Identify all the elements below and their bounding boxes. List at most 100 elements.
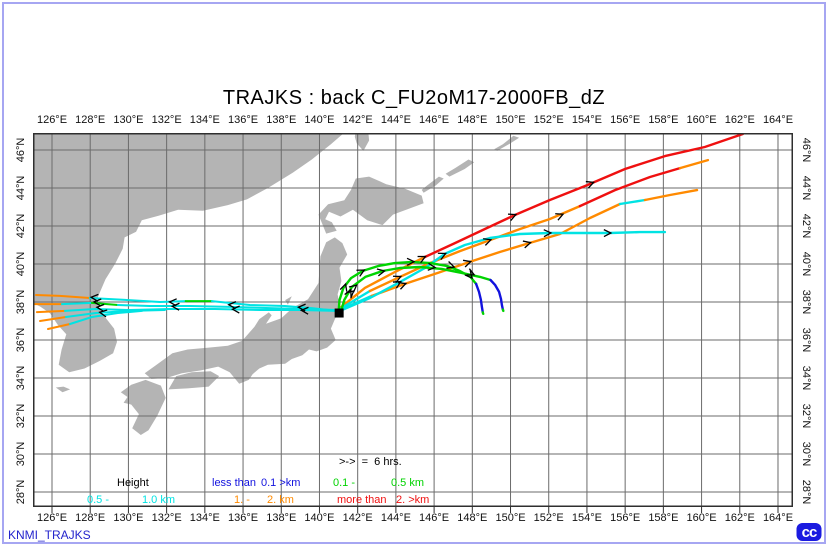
trajectory-segment-northeast-3-orange	[643, 188, 699, 202]
legend-entry: 2. >km	[396, 494, 430, 506]
six-hour-arrow	[437, 252, 448, 261]
lat-label-right: 28°N	[800, 479, 812, 505]
trajectory-segment-northeast-3-cyan	[618, 198, 647, 206]
six-hour-arrow	[427, 262, 437, 271]
lat-label-left: 28°N	[15, 479, 27, 505]
six-hour-arrow	[92, 298, 102, 307]
lon-label-bottom: 150°E	[495, 512, 526, 524]
trajectory-segment-northeast-2-orange	[368, 204, 582, 293]
trajectory-segment-west-3-orange	[35, 309, 66, 314]
six-hour-arrow	[348, 284, 358, 293]
six-hour-arrow	[507, 213, 518, 221]
trajectory-segment-southeast-1-green	[337, 260, 478, 314]
six-hour-arrow	[555, 213, 565, 221]
lat-label-left: 30°N	[15, 441, 27, 467]
six-hour-arrow	[462, 259, 473, 268]
trajectory-segment-northeast-2-orange	[678, 158, 710, 170]
trajectory-segment-west-4-orange	[39, 316, 67, 322]
lon-label-top: 130°E	[113, 114, 144, 126]
lat-label-right: 44°N	[800, 175, 812, 201]
six-hour-arrow	[483, 238, 493, 246]
lon-label-top: 154°E	[571, 114, 602, 126]
six-hour-arrow	[227, 301, 237, 310]
trajectory-segment-west-5-cyan	[69, 309, 143, 325]
lat-label-left: 44°N	[15, 175, 27, 201]
lat-label-right: 38°N	[800, 289, 812, 315]
lon-label-top: 162°E	[724, 114, 755, 126]
knmi-logo-background	[796, 523, 822, 541]
six-hour-arrow	[417, 255, 427, 264]
legend-entry: 2. km	[267, 494, 294, 506]
map-border	[33, 133, 793, 507]
lat-label-right: 46°N	[800, 137, 812, 163]
six-hour-arrow	[356, 269, 366, 277]
lon-label-top: 152°E	[533, 114, 564, 126]
lon-label-bottom: 134°E	[189, 512, 220, 524]
lon-label-top: 136°E	[228, 114, 259, 126]
lon-label-top: 148°E	[457, 114, 488, 126]
lon-label-top: 140°E	[304, 114, 335, 126]
six-hour-arrow	[98, 309, 108, 318]
lon-label-bottom: 156°E	[610, 512, 641, 524]
lon-label-bottom: 148°E	[457, 512, 488, 524]
lon-label-top: 132°E	[151, 114, 182, 126]
source-marker	[334, 308, 344, 318]
lat-label-right: 36°N	[800, 327, 812, 353]
six-hour-arrow	[339, 282, 348, 292]
six-hour-arrow	[585, 180, 595, 189]
six-hour-arrow	[170, 302, 180, 311]
lat-label-right: 34°N	[800, 365, 812, 391]
watermark-knmi-trajks: KNMI_TRAJKS	[8, 528, 91, 542]
lon-label-bottom: 132°E	[151, 512, 182, 524]
lon-label-top: 144°E	[380, 114, 411, 126]
legend-height-label: Height	[117, 477, 149, 489]
legend-entry: 0.5 -	[87, 494, 110, 506]
lon-label-bottom: 164°E	[762, 512, 794, 524]
lat-label-left: 42°N	[15, 213, 27, 239]
lon-label-top: 138°E	[266, 114, 297, 126]
land-polygon-sakhalin	[354, 131, 370, 151]
lon-label-bottom: 136°E	[228, 512, 259, 524]
trajectory-segment-northeast-3-orange	[370, 202, 622, 298]
lon-label-bottom: 146°E	[419, 512, 450, 524]
legend-entry: 0.1 -	[333, 477, 356, 489]
trajectory-segment-northeast-2-cyan	[338, 289, 372, 311]
six-hour-arrow	[406, 257, 416, 266]
six-hour-arrow	[89, 293, 99, 302]
trajectory-segment-west-1-cyan	[88, 297, 187, 303]
lat-label-left: 34°N	[15, 365, 27, 391]
six-hour-arrow	[299, 306, 309, 315]
six-hour-arrow	[464, 270, 473, 280]
six-hour-arrow	[376, 268, 386, 277]
six-hour-arrow	[397, 282, 408, 290]
lon-label-bottom: 142°E	[342, 512, 373, 524]
trajectory-segment-northeast-1-red	[423, 132, 744, 259]
lon-label-top: 150°E	[495, 114, 526, 126]
six-hour-arrow	[95, 303, 105, 312]
lat-label-left: 38°N	[15, 289, 27, 315]
six-hour-arrow	[344, 288, 352, 298]
trajectory-segment-west-5-orange	[47, 323, 71, 330]
six-hour-arrow	[446, 261, 456, 269]
land-polygon-hokkaido	[318, 176, 424, 234]
lon-label-bottom: 144°E	[380, 512, 411, 524]
legend-entry: 1. -	[234, 494, 250, 506]
lon-label-bottom: 126°E	[36, 512, 68, 524]
legend-six-hour-note: >-> = 6 hrs.	[339, 456, 402, 468]
lon-label-bottom: 140°E	[304, 512, 335, 524]
land-polygon-iturup	[445, 159, 475, 177]
land-polygon-jeju	[55, 386, 71, 393]
map-svg	[31, 131, 793, 513]
land-polygon-shikoku	[168, 371, 220, 390]
page-title: TRAJKS : back C_FU2oM17-2000FB_dZ	[222, 87, 606, 109]
legend-entry: more than	[337, 494, 387, 506]
trajectory-segment-west-2-cyan	[60, 301, 93, 306]
lon-label-top: 142°E	[342, 114, 373, 126]
legend-entry: 0.5 km	[391, 477, 425, 489]
trajectory-segment-west-1-orange	[35, 294, 91, 299]
trajectory-segment-northeast-4-cyan	[338, 230, 667, 313]
lon-label-top: 160°E	[686, 114, 717, 126]
lat-label-right: 42°N	[800, 213, 812, 239]
lon-label-bottom: 158°E	[648, 512, 679, 524]
